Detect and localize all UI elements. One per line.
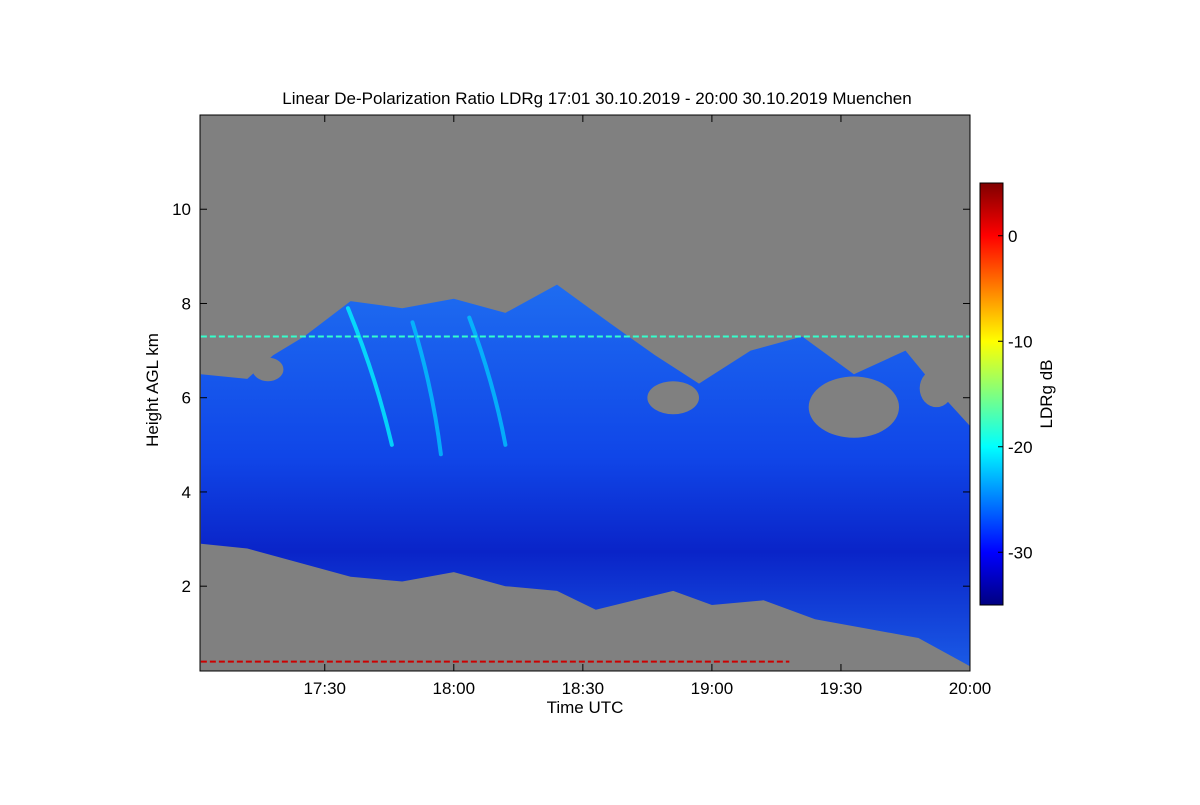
fall-streak — [345, 306, 394, 447]
colorbar — [979, 182, 1004, 606]
x-tick-label: 18:00 — [433, 679, 476, 698]
no-data-gap — [252, 357, 284, 382]
x-tick-label: 17:30 — [303, 679, 346, 698]
x-tick-label: 20:00 — [949, 679, 992, 698]
colorbar-tick-label: -10 — [1008, 332, 1033, 351]
y-axis-label: Height AGL km — [143, 333, 162, 447]
y-tick-label: 10 — [172, 200, 191, 219]
x-axis-ticks: 17:30 18:00 18:30 19:00 19:30 20:00 — [303, 115, 991, 698]
colorbar-ticks: 0 -10 -20 -30 — [998, 227, 1033, 562]
y-tick-label: 8 — [182, 294, 191, 313]
no-data-gap — [919, 369, 954, 408]
no-data-gap — [808, 376, 900, 438]
colorbar-label: LDRg dB — [1037, 360, 1056, 429]
no-data-gap — [647, 381, 699, 415]
colorbar-tick-label: -20 — [1008, 438, 1033, 457]
y-tick-label: 6 — [182, 389, 191, 408]
x-tick-label: 19:30 — [820, 679, 863, 698]
fall-streak — [410, 320, 443, 457]
fall-streak — [467, 315, 508, 447]
y-axis-ticks: 2 4 6 8 10 — [172, 200, 970, 596]
cloud-region — [200, 284, 970, 667]
colorbar-tick-label: 0 — [1008, 227, 1017, 246]
x-tick-label: 18:30 — [562, 679, 605, 698]
colorbar-tick-label: -30 — [1008, 543, 1033, 562]
y-tick-label: 2 — [182, 577, 191, 596]
plot-frame — [199, 114, 971, 672]
y-tick-label: 4 — [182, 483, 191, 502]
x-axis-label: Time UTC — [547, 698, 624, 717]
x-tick-label: 19:00 — [691, 679, 734, 698]
plot-content — [200, 284, 970, 667]
chart-title: Linear De-Polarization Ratio LDRg 17:01 … — [282, 89, 911, 108]
